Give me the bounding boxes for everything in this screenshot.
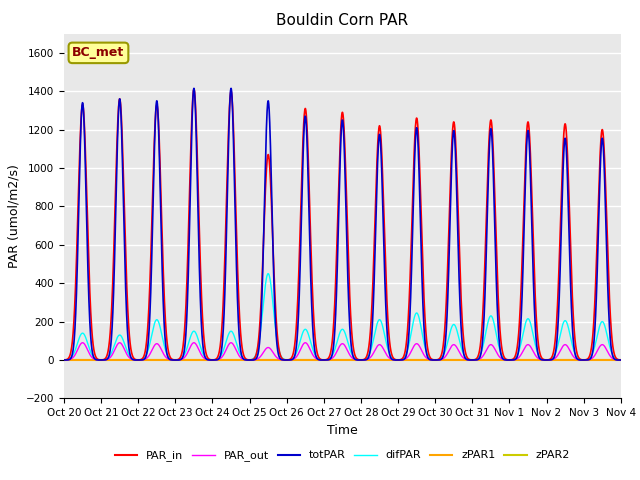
PAR_out xyxy=(546,357,554,363)
PAR_in xyxy=(60,357,68,363)
difPAR xyxy=(606,345,614,350)
zPAR2 xyxy=(124,357,131,363)
totPAR xyxy=(157,201,164,207)
totPAR xyxy=(546,357,554,363)
PAR_out xyxy=(157,346,164,351)
difPAR xyxy=(60,357,68,363)
PAR_out xyxy=(298,344,306,349)
Y-axis label: PAR (umol/m2/s): PAR (umol/m2/s) xyxy=(7,164,20,268)
PAR_out xyxy=(60,357,68,363)
PAR_out xyxy=(617,357,625,363)
Text: BC_met: BC_met xyxy=(72,47,125,60)
totPAR xyxy=(606,333,614,338)
zPAR1 xyxy=(298,357,305,363)
X-axis label: Time: Time xyxy=(327,424,358,437)
zPAR2 xyxy=(298,357,305,363)
zPAR2 xyxy=(606,357,614,363)
PAR_out xyxy=(274,355,282,361)
totPAR xyxy=(274,348,282,353)
difPAR xyxy=(274,341,282,347)
zPAR2 xyxy=(60,357,68,363)
totPAR xyxy=(190,85,198,91)
PAR_in xyxy=(190,86,198,92)
PAR_out xyxy=(606,353,614,359)
PAR_out xyxy=(124,353,132,359)
zPAR1 xyxy=(546,357,554,363)
zPAR1 xyxy=(60,357,68,363)
zPAR1 xyxy=(124,357,131,363)
PAR_in xyxy=(157,178,164,183)
difPAR xyxy=(617,357,625,363)
difPAR xyxy=(157,326,164,332)
Line: PAR_in: PAR_in xyxy=(64,89,621,360)
PAR_out xyxy=(79,340,86,346)
difPAR xyxy=(264,271,272,276)
zPAR2 xyxy=(274,357,282,363)
totPAR xyxy=(124,329,131,335)
difPAR xyxy=(546,357,554,362)
zPAR1 xyxy=(274,357,282,363)
zPAR2 xyxy=(157,357,164,363)
difPAR xyxy=(298,333,306,338)
difPAR xyxy=(124,349,131,355)
zPAR1 xyxy=(157,357,164,363)
PAR_in xyxy=(274,336,282,342)
totPAR xyxy=(60,357,68,363)
Legend: PAR_in, PAR_out, totPAR, difPAR, zPAR1, zPAR2: PAR_in, PAR_out, totPAR, difPAR, zPAR1, … xyxy=(111,446,574,466)
PAR_in xyxy=(298,171,306,177)
PAR_in xyxy=(617,357,625,363)
zPAR1 xyxy=(606,357,614,363)
zPAR2 xyxy=(546,357,554,363)
PAR_in xyxy=(124,301,131,307)
zPAR1 xyxy=(617,357,625,363)
zPAR2 xyxy=(617,357,625,363)
PAR_in xyxy=(606,307,614,313)
totPAR xyxy=(298,199,306,204)
Line: PAR_out: PAR_out xyxy=(64,343,621,360)
Line: difPAR: difPAR xyxy=(64,274,621,360)
Title: Bouldin Corn PAR: Bouldin Corn PAR xyxy=(276,13,408,28)
Line: totPAR: totPAR xyxy=(64,88,621,360)
totPAR xyxy=(617,357,625,363)
PAR_in xyxy=(546,356,554,362)
